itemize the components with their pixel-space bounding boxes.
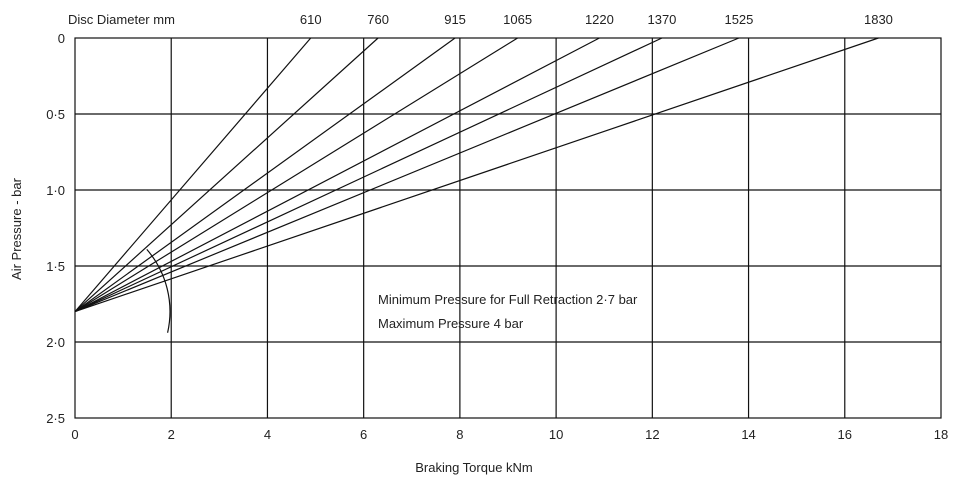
series-line-1525 xyxy=(74,37,740,313)
plot-frame xyxy=(74,37,942,419)
x-tick-14: 14 xyxy=(741,427,755,442)
disc-diameter-label-1065: 1065 xyxy=(503,12,532,27)
top-axis-label: Disc Diameter mm xyxy=(68,12,175,27)
x-tick-labels: 0 2 4 6 8 10 12 14 16 18 xyxy=(71,427,948,442)
y-tick-labels: 0 0·5 1·0 1·5 2·0 2·5 xyxy=(46,31,65,426)
series-line-610 xyxy=(74,37,312,312)
series-line-760 xyxy=(74,37,379,313)
x-tick-0: 0 xyxy=(71,427,78,442)
series-line-1065 xyxy=(74,37,518,313)
annotation-max-pressure: Maximum Pressure 4 bar xyxy=(378,316,524,331)
series-line-1830 xyxy=(74,37,879,313)
x-tick-2: 2 xyxy=(168,427,175,442)
disc-diameter-label-1830: 1830 xyxy=(864,12,893,27)
x-tick-4: 4 xyxy=(264,427,271,442)
series-lines xyxy=(74,37,879,313)
limit-arc xyxy=(146,249,171,333)
x-tick-16: 16 xyxy=(838,427,852,442)
x-tick-12: 12 xyxy=(645,427,659,442)
disc-diameter-label-1370: 1370 xyxy=(647,12,676,27)
x-tick-6: 6 xyxy=(360,427,367,442)
series-line-1220 xyxy=(74,37,600,313)
annotation-min-pressure: Minimum Pressure for Full Retraction 2·7… xyxy=(378,292,638,307)
x-tick-10: 10 xyxy=(549,427,563,442)
y-tick-2: 2·0 xyxy=(46,335,65,350)
y-axis-label: Air Pressure - bar xyxy=(9,177,24,280)
disc-diameter-label-915: 915 xyxy=(444,12,466,27)
series-line-1370 xyxy=(74,37,663,313)
disc-diameter-label-760: 760 xyxy=(367,12,389,27)
disc-diameter-label-610: 610 xyxy=(300,12,322,27)
y-tick-0: 0 xyxy=(58,31,65,46)
series-line-915 xyxy=(74,37,456,313)
y-tick-0.5: 0·5 xyxy=(46,107,65,122)
y-tick-1: 1·0 xyxy=(46,183,65,198)
disc-diameter-labels: 610 760 915 1065 1220 1370 1525 1830 xyxy=(300,12,893,27)
x-tick-8: 8 xyxy=(456,427,463,442)
disc-diameter-label-1525: 1525 xyxy=(724,12,753,27)
grid-lines xyxy=(75,38,941,418)
x-axis-label: Braking Torque kNm xyxy=(415,460,533,475)
disc-diameter-label-1220: 1220 xyxy=(585,12,614,27)
y-tick-1.5: 1·5 xyxy=(46,259,65,274)
x-tick-18: 18 xyxy=(934,427,948,442)
y-tick-2.5: 2·5 xyxy=(46,411,65,426)
